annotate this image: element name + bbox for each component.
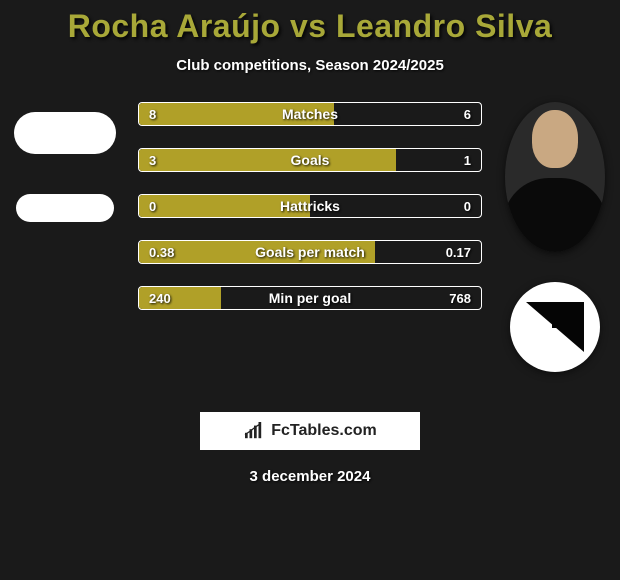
comparison-title: Rocha Araújo vs Leandro Silva — [0, 8, 620, 45]
stat-label: Min per goal — [139, 287, 481, 309]
player-right-column — [500, 102, 610, 372]
stat-value-right: 0 — [464, 195, 471, 217]
stat-bar: 240Min per goal768 — [138, 286, 482, 310]
stat-value-right: 0.17 — [446, 241, 471, 263]
stat-bar: 8Matches6 — [138, 102, 482, 126]
chart-icon — [243, 422, 265, 440]
stat-bar: 0.38Goals per match0.17 — [138, 240, 482, 264]
player-right-club-badge — [510, 282, 600, 372]
branding-badge: FcTables.com — [200, 412, 420, 450]
stat-label: Goals — [139, 149, 481, 171]
stat-bar: 0Hattricks0 — [138, 194, 482, 218]
stat-value-right: 768 — [449, 287, 471, 309]
player-left-club-placeholder — [16, 194, 114, 222]
player-left-column — [10, 102, 120, 222]
stat-label: Matches — [139, 103, 481, 125]
branding-text: FcTables.com — [271, 422, 377, 440]
stat-label: Goals per match — [139, 241, 481, 263]
stat-value-right: 1 — [464, 149, 471, 171]
comparison-content: 8Matches6 3Goals1 0Hattricks0 0.38Goals per… — [0, 102, 620, 372]
stat-bars: 8Matches6 3Goals1 0Hattricks0 0.38Goals per… — [120, 102, 500, 310]
date-label: 3 december 2024 — [0, 468, 620, 485]
player-right-photo — [505, 102, 605, 252]
stat-bar: 3Goals1 — [138, 148, 482, 172]
player-left-avatar-placeholder — [14, 112, 116, 154]
comparison-subtitle: Club competitions, Season 2024/2025 — [0, 57, 620, 74]
stat-value-right: 6 — [464, 103, 471, 125]
stat-label: Hattricks — [139, 195, 481, 217]
